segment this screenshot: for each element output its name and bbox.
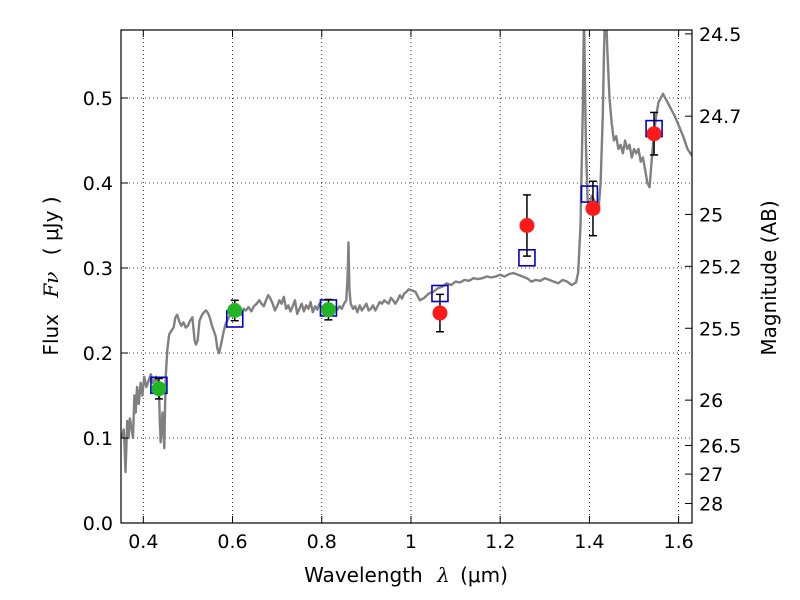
mag-tick-label: 25.5 <box>699 318 741 340</box>
mag-tick-label: 27 <box>699 464 723 486</box>
mag-tick-label: 26 <box>699 390 723 412</box>
observed-photometry-point <box>227 303 243 318</box>
y-axis-label: Flux Fν ( μJy ) <box>39 196 63 355</box>
mag-tick-label: 25.2 <box>699 256 741 278</box>
y-tick-label: 0.4 <box>83 173 113 195</box>
y-tick-label: 0.5 <box>83 88 113 110</box>
plot-area-background <box>121 30 692 523</box>
x-tick-label: 1.2 <box>485 531 515 553</box>
y-tick-label: 0.0 <box>83 513 113 535</box>
observed-photometry-point <box>585 201 601 216</box>
mag-tick-label: 24.5 <box>699 24 741 46</box>
x-tick-label: 1.4 <box>574 531 604 553</box>
observed-photometry-point <box>432 305 448 321</box>
x-axis-label-unit: (μm) <box>460 563 508 587</box>
observed-photometry-point <box>519 218 535 233</box>
y-tick-label: 0.2 <box>83 343 113 365</box>
x-axis-label-symbol: λ <box>436 563 450 587</box>
mag-tick-label: 25 <box>699 204 723 226</box>
y-axis-label-unit: ( μJy ) <box>39 196 63 255</box>
observed-photometry-point <box>646 126 662 142</box>
observed-photometry-point <box>320 302 336 318</box>
x-axis-label-text: Wavelength <box>304 563 423 587</box>
y-axis-label-text: Flux <box>39 314 63 356</box>
observed-photometry-point <box>151 381 167 397</box>
y-axis-label-symbol: Fν <box>39 272 63 299</box>
x-tick-label: 0.8 <box>307 531 337 553</box>
mag-tick-label: 26.5 <box>699 435 741 457</box>
x-axis-label: Wavelength λ (μm) <box>304 563 508 587</box>
x-tick-label: 0.6 <box>217 531 247 553</box>
plot-frame <box>120 29 693 524</box>
markers-layer <box>150 111 663 400</box>
x-tick-label: 0.4 <box>128 531 158 553</box>
axis-ticks: 0.4 0.6 0.8 1 1.2 1.4 1.6 0.0 0.1 0.2 0.3 0.4 0.5 24.… <box>83 24 742 553</box>
y-right-axis-label: Magnitude (AB) <box>757 200 781 355</box>
y-tick-label: 0.3 <box>83 258 113 280</box>
y-tick-label: 0.1 <box>83 428 113 450</box>
x-tick-label: 1 <box>405 531 417 553</box>
x-tick-label: 1.6 <box>664 531 694 553</box>
mag-tick-label: 28 <box>699 494 723 516</box>
mag-tick-label: 24.7 <box>699 106 741 128</box>
